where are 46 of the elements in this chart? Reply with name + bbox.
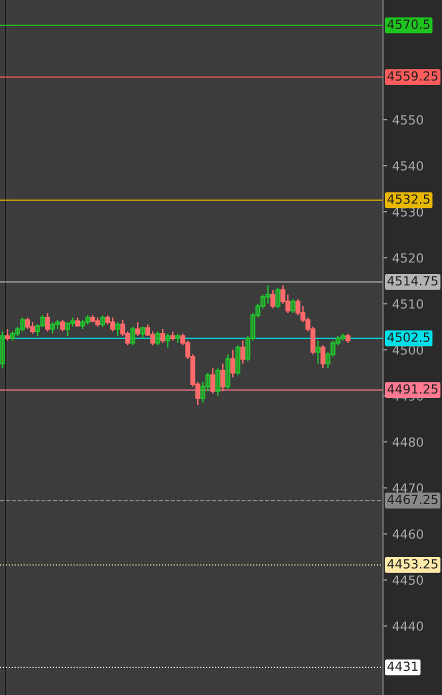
candlestick (220, 362, 226, 392)
ref-line-label: 4532.5 (387, 194, 430, 204)
candlestick (100, 314, 106, 328)
y-tick-label: 4450 (392, 575, 424, 585)
candlestick (5, 328, 10, 342)
ref-line-label: 4570.5 (387, 19, 430, 29)
candlestick (60, 319, 66, 332)
candlestick (290, 298, 296, 314)
y-tick-label: 4440 (392, 621, 424, 631)
ref-line-label: 4467.25 (387, 494, 438, 504)
candlestick (160, 328, 166, 344)
y-tick-label: 4520 (392, 253, 424, 263)
candlestick (175, 332, 180, 344)
y-tick-label: 4480 (392, 437, 424, 447)
candlestick (240, 340, 246, 364)
ref-line-label: 4502.5 (387, 332, 430, 342)
y-tick-label: 4510 (392, 299, 424, 309)
candlestick (346, 332, 350, 344)
candlestick (115, 321, 120, 337)
candlestick (210, 368, 216, 394)
candlestick (135, 321, 140, 337)
y-tick-label: 4460 (392, 529, 424, 539)
candlestick (315, 340, 320, 364)
ref-line-label: 4453.25 (387, 559, 438, 569)
y-tick-label: 4470 (392, 483, 424, 493)
candlestick (130, 326, 136, 346)
candlestick (170, 330, 176, 342)
candlestick (235, 344, 240, 376)
ref-line-label: 4491.25 (387, 384, 438, 394)
y-tick-label: 4550 (392, 115, 424, 125)
candlestick (140, 326, 146, 339)
candlestick (230, 349, 236, 378)
candlestick (165, 332, 170, 348)
y-tick-label: 4540 (392, 161, 424, 171)
candlestick (270, 289, 276, 310)
candlestick (0, 330, 5, 369)
ref-line-label: 4514.75 (387, 276, 438, 286)
candlestick (320, 344, 326, 369)
candlestick (215, 368, 220, 397)
ref-line-label: 4559.25 (387, 71, 438, 81)
candlestick (45, 312, 50, 332)
candlestick (75, 316, 80, 328)
candlestick (155, 330, 160, 346)
candlestick (275, 286, 280, 310)
ref-line-label: 4431 (387, 662, 418, 672)
candlestick (225, 354, 230, 390)
